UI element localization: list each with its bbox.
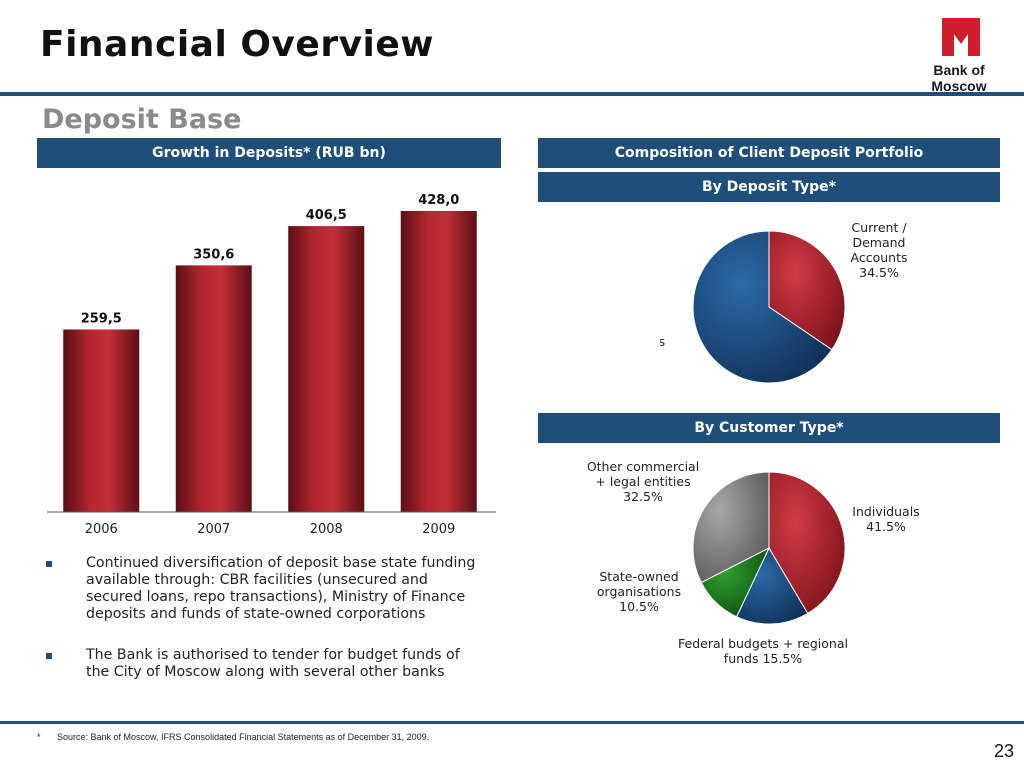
pie-slice-other-commercial xyxy=(692,471,770,584)
footer-divider xyxy=(0,721,1024,724)
x-tick-label: 2006 xyxy=(85,522,118,537)
bar-2009 xyxy=(400,210,477,512)
section-title: Deposit Base xyxy=(42,104,242,135)
growth-panel-header: Growth in Deposits* (RUB bn) xyxy=(37,138,501,168)
bar-value-label: 406,5 xyxy=(306,208,347,223)
bullet-item: Continued diversification of deposit bas… xyxy=(44,555,484,623)
bullet-square-icon xyxy=(46,561,52,567)
deposit-growth-bar-chart: 259,5 350,6 406,5 428,0 2006 2007 2008 2009 xyxy=(47,193,496,537)
bar-2008 xyxy=(288,226,365,512)
pie-label-individuals: Individuals 41.5% xyxy=(852,504,919,534)
bullet-item: The Bank is authorised to tender for bud… xyxy=(44,647,484,681)
pie-label-state-owned: State-owned organisations 10.5% xyxy=(597,569,681,614)
bullet-square-icon xyxy=(46,653,52,659)
pie-label-current-demand: Current / Demand Accounts 34.5% xyxy=(851,220,908,280)
pie-label-other-commercial: Other commercial + legal entities 32.5% xyxy=(587,459,699,504)
bar-2007 xyxy=(175,265,252,512)
deposit-type-header: By Deposit Type* xyxy=(538,172,1000,202)
x-tick-label: 2008 xyxy=(310,522,343,537)
pie-label-federal-budgets: Federal budgets + regional funds 15.5% xyxy=(678,636,848,666)
customer-type-pie-chart: Individuals 41.5% Federal budgets + region… xyxy=(587,459,920,666)
pie-slice-current-demand xyxy=(768,230,846,351)
customer-type-header: By Customer Type* xyxy=(538,413,1000,443)
bar-value-label: 428,0 xyxy=(418,193,459,208)
bullet-text: Continued diversification of deposit bas… xyxy=(86,555,476,622)
header-divider xyxy=(0,92,1024,96)
pie-slice-term-deposits xyxy=(692,230,833,384)
footnote-source: Source: Bank of Moscow, IFRS Consolidate… xyxy=(57,732,430,742)
bank-logo-text: Bank of Moscow xyxy=(931,62,987,94)
pie-slice-federal-budgets xyxy=(735,546,809,625)
composition-panel-header: Composition of Client Deposit Portfolio xyxy=(538,138,1000,168)
pie-label-term-deposits: TermDeposits65.5% xyxy=(660,319,665,364)
x-tick-label: 2009 xyxy=(422,522,455,537)
bar-2006 xyxy=(63,329,140,512)
pie-slice-individuals xyxy=(768,471,846,615)
x-tick-label: 2007 xyxy=(197,522,230,537)
bar-value-label: 259,5 xyxy=(81,311,122,326)
page-title: Financial Overview xyxy=(40,24,435,65)
footnote-marker: * xyxy=(37,732,41,742)
bar-value-label: 350,6 xyxy=(193,247,234,262)
bank-logo: Bank of Moscow xyxy=(905,16,1013,94)
page-number: 23 xyxy=(993,741,1014,761)
bank-logo-icon xyxy=(942,18,980,56)
bullet-text: The Bank is authorised to tender for bud… xyxy=(86,647,460,680)
